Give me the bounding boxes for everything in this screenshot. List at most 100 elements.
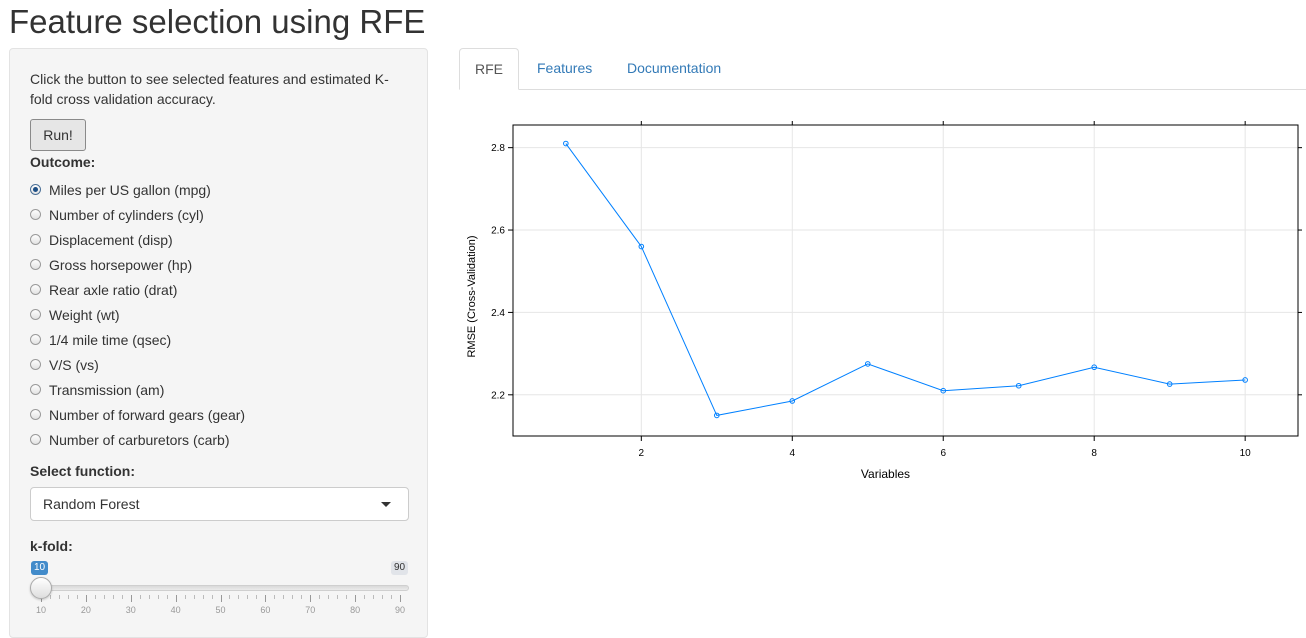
radio-button[interactable]	[30, 259, 41, 270]
radio-button[interactable]	[30, 334, 41, 345]
radio-button[interactable]	[30, 234, 41, 245]
slider-tick-minor	[58, 595, 60, 599]
outcome-option[interactable]: Rear axle ratio (drat)	[30, 277, 245, 302]
outcome-option-label: Rear axle ratio (drat)	[49, 281, 178, 298]
function-select[interactable]: Random Forest	[30, 487, 409, 521]
outcome-option-label: Number of forward gears (gear)	[49, 406, 246, 423]
radio-button[interactable]	[30, 359, 41, 370]
outcome-option-label: 1/4 mile time (qsec)	[49, 331, 172, 348]
data-point	[563, 140, 569, 147]
plot-frame	[512, 124, 1299, 437]
slider-value-badge: 10	[31, 561, 49, 575]
outcome-radio-group: Miles per US gallon (mpg) Number of cylin…	[30, 177, 245, 452]
slider-tick-major	[85, 595, 87, 602]
slider-tick-minor	[67, 595, 69, 599]
slider-tick-minor	[391, 595, 393, 599]
radio-button[interactable]	[30, 434, 41, 445]
slider-tick-minor	[211, 595, 213, 599]
slider-tick-minor	[112, 595, 114, 599]
slider-tick-minor	[346, 595, 348, 599]
slider-tick-major	[355, 595, 357, 602]
radio-button[interactable]	[30, 309, 41, 320]
slider-tick-minor	[193, 595, 195, 599]
radio-button[interactable]	[30, 209, 41, 220]
y-tick-label: 2.2	[491, 390, 505, 401]
slider-tick-minor	[139, 595, 141, 599]
slider-grid: 10 20 30 40 50 60 70 80 90	[10, 595, 429, 625]
select-function-label: Select function:	[30, 463, 136, 479]
slider-tick-major	[130, 595, 132, 602]
rfe-chart: 2 4 6 8 10 2.2 2.4 2.6 2.8 Variables RMSE (Cross-V…	[466, 121, 1302, 481]
slider-tick-minor	[76, 595, 78, 599]
slider-tick-minor	[103, 595, 105, 599]
slider-tick-minor	[229, 595, 231, 599]
radio-button[interactable]	[30, 409, 41, 420]
x-tick-label: 8	[1091, 448, 1097, 459]
outcome-option-label: Miles per US gallon (mpg)	[49, 181, 211, 198]
slider-tick-label: 70	[305, 605, 316, 615]
function-select-value: Random Forest	[43, 496, 140, 512]
x-tick-label: 4	[789, 448, 795, 459]
slider-tick-minor	[301, 595, 303, 599]
slider-tick-minor	[238, 595, 240, 599]
slider-tick-minor	[319, 595, 321, 599]
tab-documentation[interactable]: Documentation	[627, 60, 722, 76]
outcome-option[interactable]: Number of cylinders (cyl)	[30, 202, 245, 227]
slider-tick-minor	[166, 595, 168, 599]
radio-button[interactable]	[30, 384, 41, 395]
data-point	[789, 398, 796, 404]
radio-button[interactable]	[30, 184, 41, 195]
slider-tick-label: 60	[260, 605, 271, 615]
outcome-option[interactable]: Weight (wt)	[30, 302, 245, 327]
kfold-slider-track[interactable]	[35, 585, 409, 591]
slider-tick-label: 40	[170, 605, 181, 615]
tab-features[interactable]: Features	[537, 60, 593, 76]
tab-rfe[interactable]: RFE	[459, 48, 519, 90]
x-tick-label: 6	[940, 448, 946, 459]
outcome-option-label: Displacement (disp)	[49, 231, 173, 248]
slider-tick-label: 90	[394, 605, 405, 615]
x-axis-label: Variables	[861, 467, 910, 481]
kfold-label: k-fold:	[30, 538, 73, 554]
slider-tick-label: 80	[350, 605, 361, 615]
outcome-option[interactable]: 1/4 mile time (qsec)	[30, 327, 245, 352]
outcome-option[interactable]: Miles per US gallon (mpg)	[30, 177, 245, 202]
slider-tick-minor	[247, 595, 249, 599]
y-tick-label: 2.6	[491, 226, 505, 237]
outcome-option-label: Weight (wt)	[49, 306, 120, 323]
outcome-option[interactable]: Transmission (am)	[30, 377, 245, 402]
radio-button[interactable]	[30, 284, 41, 295]
outcome-option[interactable]: Number of carburetors (carb)	[30, 427, 245, 452]
slider-max-badge: 90	[391, 561, 409, 575]
slider-tick-major	[175, 595, 177, 602]
slider-tick-minor	[202, 595, 204, 599]
outcome-option[interactable]: Number of forward gears (gear)	[30, 402, 245, 427]
data-point	[638, 243, 645, 250]
slider-tick-minor	[148, 595, 150, 599]
x-tick-label: 10	[1240, 448, 1252, 459]
data-point	[713, 412, 720, 419]
slider-tick-major	[220, 595, 222, 602]
outcome-option[interactable]: V/S (vs)	[30, 352, 245, 377]
outcome-option[interactable]: Gross horsepower (hp)	[30, 252, 245, 277]
data-point	[1091, 364, 1098, 371]
data-point	[864, 361, 871, 367]
slider-tick-minor	[256, 595, 258, 599]
slider-tick-minor	[94, 595, 96, 599]
outcome-option-label: Number of carburetors (carb)	[49, 431, 230, 448]
slider-tick-minor	[49, 595, 51, 599]
sidebar-panel: Click the button to see selected feature…	[9, 48, 428, 638]
outcome-option-label: Gross horsepower (hp)	[49, 256, 193, 273]
tab-bar: RFE Features Documentation	[459, 48, 1306, 90]
kfold-slider-handle[interactable]	[30, 577, 52, 599]
run-button[interactable]: Run!	[30, 119, 86, 151]
slider-tick-minor	[373, 595, 375, 599]
outcome-option-label: V/S (vs)	[49, 356, 99, 373]
slider-tick-minor	[184, 595, 186, 599]
outcome-option-label: Number of cylinders (cyl)	[49, 206, 204, 223]
x-tick-label: 2	[639, 448, 645, 459]
slider-tick-major	[310, 595, 312, 602]
outcome-option-label: Transmission (am)	[49, 381, 165, 398]
outcome-option[interactable]: Displacement (disp)	[30, 227, 245, 252]
y-axis-label: RMSE (Cross-Validation)	[466, 235, 478, 357]
